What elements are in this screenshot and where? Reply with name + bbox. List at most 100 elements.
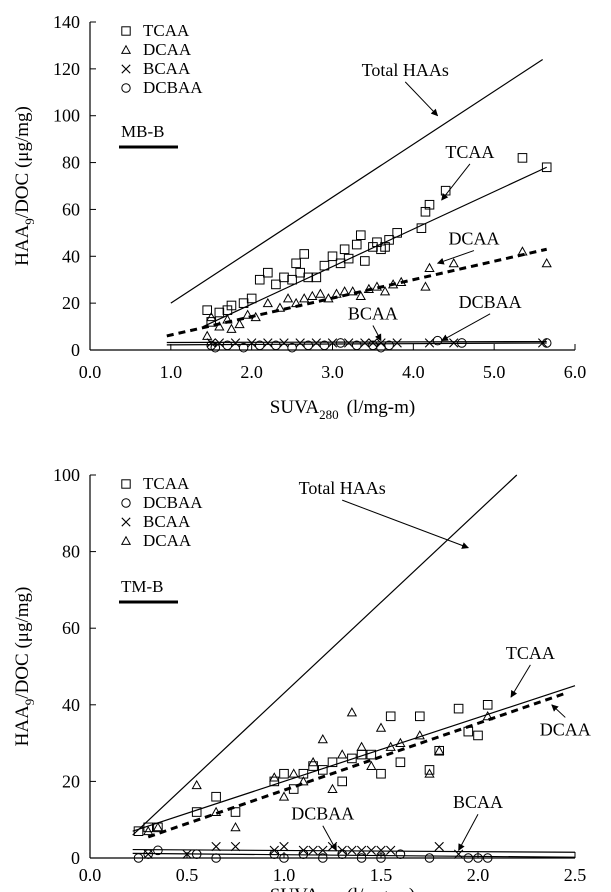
legend-marker-square [121,479,131,489]
data-point-dcbaa [457,338,467,348]
data-point-tcaa [299,249,310,259]
trend-line-dcaa [147,691,566,839]
data-point-bcaa [311,338,322,348]
data-point-dcaa [315,288,326,298]
annotation-label: DCBAA [459,292,522,312]
data-point-dcbaa [143,849,153,859]
data-point-dcbaa [269,849,280,859]
series-dcaa [143,707,493,836]
legend-marker-square [121,26,131,36]
data-point-tcaa [416,223,427,233]
x-tick-label: 0.0 [79,865,102,885]
data-point-tcaa [288,784,299,794]
annotation-label: BCAA [348,304,398,324]
data-point-dcaa [143,825,154,836]
data-point-bcaa [230,841,241,852]
data-point-dcaa [226,323,237,333]
data-point-dcbaa [318,853,328,863]
data-point-bcaa [327,338,338,348]
data-point-dcbaa [376,853,386,863]
data-point-dcaa [262,297,273,308]
data-point-dcbaa [303,340,314,351]
data-point-dcaa [307,290,318,301]
legend-marker-circle [121,83,131,93]
data-point-dcaa [230,822,241,832]
data-point-tcaa [279,272,289,283]
legend-label: BCAA [143,512,191,531]
panel-label: MB-B [121,122,164,141]
data-point-tcaa [318,765,328,775]
data-point-tcaa [327,757,338,768]
data-point-dcbaa [482,853,493,863]
data-point-dcaa [347,286,358,296]
data-point-tcaa [517,153,528,163]
data-point-tcaa [360,256,370,266]
data-point-dcaa [274,302,286,312]
data-point-bcaa [318,845,328,856]
annotation-label: DCAA [540,719,591,739]
data-point-bcaa [449,338,459,348]
data-point-tcaa [271,279,281,290]
data-point-tcaa [347,753,357,764]
data-point-dcaa [414,730,425,740]
annotation-label: DCAA [448,229,499,249]
x-tick-label: 6.0 [564,362,587,382]
series-tcaa [133,700,493,836]
data-point-bcaa [392,338,402,348]
data-point-dcaa [323,293,334,303]
y-tick-label: 100 [53,465,80,485]
legend-label: TCAA [143,21,190,40]
data-point-tcaa [263,267,273,278]
data-point-tcaa [327,251,338,262]
x-axis-label: SUVA280(l/mg-m) [270,885,415,892]
annotation-arrow [372,325,382,342]
data-point-tcaa [143,822,153,833]
data-point-dcaa [191,779,202,790]
x-tick-label: 0.0 [79,362,102,382]
trend-line-tcaa [132,685,576,832]
annotation-arrow [441,313,491,342]
legend-marker-circle [121,498,131,508]
data-point-dcaa [278,791,290,801]
y-tick-label: 0 [71,848,80,868]
annotation-arrow [458,813,479,851]
data-point-dcaa [366,760,377,771]
data-point-dcaa [210,806,222,816]
data-point-dcaa [424,768,435,778]
data-point-dcaa [290,297,302,308]
data-point-dcaa [234,318,245,329]
data-point-dcaa [339,286,350,296]
data-point-dcaa [327,783,338,793]
y-axis-label: HAA9/DOC (μg/mg) [12,106,37,266]
data-point-tcaa [319,260,330,271]
x-tick-label: 1.0 [160,362,183,382]
data-point-dcbaa [254,340,265,351]
legend-label: DCAA [143,40,192,59]
x-tick-label: 1.5 [370,865,393,885]
data-point-dcaa [424,262,435,272]
x-tick-label: 1.0 [273,865,296,885]
series-dcbaa [133,845,493,863]
data-point-dcbaa [211,853,221,863]
data-point-dcbaa [279,853,289,863]
trend-line-bcaa [166,340,547,344]
data-point-tcaa [541,162,552,173]
data-point-dcaa [356,741,367,751]
data-point-bcaa [279,841,289,852]
data-point-dcbaa [210,342,221,353]
data-point-tcaa [339,244,350,255]
y-tick-label: 80 [62,153,80,173]
data-point-bcaa [263,338,273,348]
data-point-dcbaa [335,338,346,348]
data-point-tcaa [191,807,202,817]
series-dcbaa [206,335,552,353]
data-point-dcaa [385,741,396,751]
data-point-dcaa [242,309,253,319]
annotation-arrow [436,250,475,265]
data-point-dcbaa [351,340,362,351]
trend-line-total-haas [170,58,543,304]
data-point-bcaa [214,338,225,348]
data-point-dcbaa [337,849,348,859]
data-point-tcaa [355,230,366,240]
